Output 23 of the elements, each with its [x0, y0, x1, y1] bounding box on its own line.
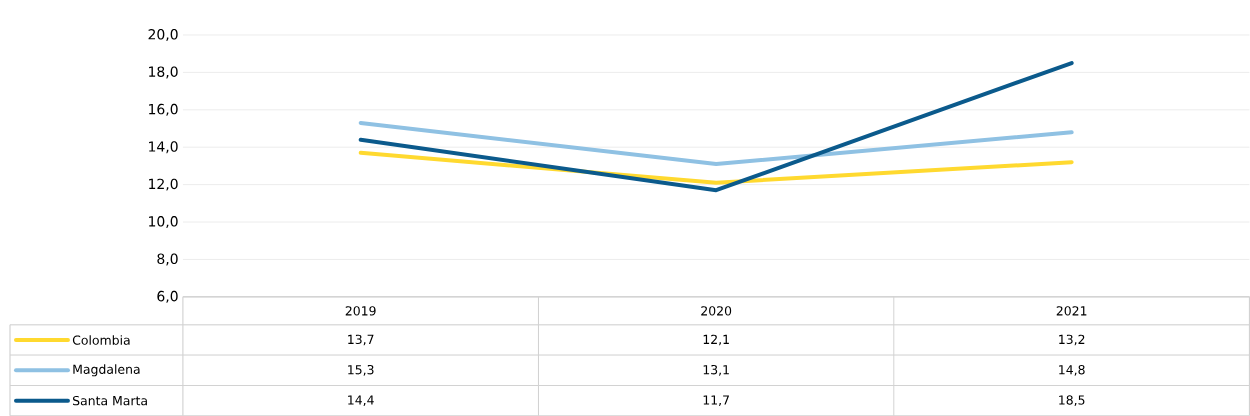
data-label: 14,8 — [1059, 364, 1085, 376]
y-tick-label: 20,0 — [148, 28, 178, 41]
data-label: 13,1 — [703, 364, 729, 376]
y-tick-label: 18,0 — [149, 66, 178, 79]
legend-label: Colombia — [72, 334, 130, 345]
data-label: 11,7 — [703, 395, 729, 406]
data-label: 13,2 — [1059, 334, 1085, 346]
x-tick-label: 2020 — [701, 305, 732, 316]
y-tick-label: 12,0 — [149, 178, 178, 191]
data-label: 12,1 — [703, 334, 729, 346]
x-tick-label: 2019 — [345, 305, 376, 316]
data-label: 15,3 — [348, 364, 374, 376]
legend-label: Santa Marta — [73, 395, 147, 406]
data-label: 18,5 — [1059, 395, 1085, 406]
data-label: 13,7 — [348, 334, 374, 346]
y-tick-label: 6,0 — [157, 290, 178, 303]
y-tick-label: 14,0 — [149, 141, 178, 154]
x-tick-label: 2021 — [1056, 305, 1087, 316]
y-tick-label: 10,0 — [149, 215, 178, 228]
y-tick-label: 8,0 — [157, 253, 178, 266]
y-tick-label: 16,0 — [149, 103, 178, 116]
legend-label: Magdalena — [73, 364, 140, 377]
data-label: 14,4 — [348, 395, 374, 406]
